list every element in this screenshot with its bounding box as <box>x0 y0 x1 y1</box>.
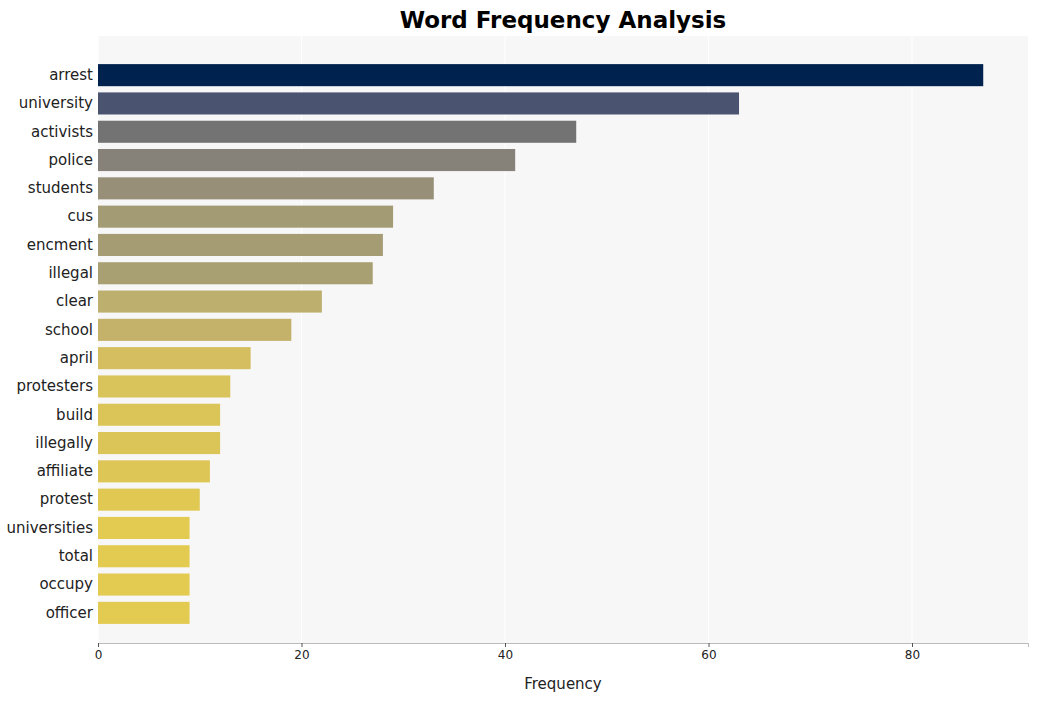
y-tick-label: officer <box>46 604 94 622</box>
bar <box>98 375 230 397</box>
bars <box>98 64 983 624</box>
x-axis-line <box>99 644 1029 648</box>
y-tick-label: illegally <box>35 434 93 452</box>
bar <box>98 545 190 567</box>
y-tick: affiliate <box>37 462 98 480</box>
y-tick: arrest <box>49 66 98 84</box>
x-tick: 80 <box>905 643 920 662</box>
grid-line <box>708 36 709 643</box>
y-tick-label: universities <box>6 519 93 537</box>
x-tick-mark <box>302 643 303 647</box>
x-axis: 0 20 40 60 80 <box>95 643 1029 662</box>
y-tick-label: students <box>28 179 93 197</box>
y-tick: cus <box>67 207 98 225</box>
y-tick-label: clear <box>56 292 94 310</box>
y-tick-label: protesters <box>16 377 93 395</box>
y-tick: officer <box>46 604 98 622</box>
y-tick-label: activists <box>31 123 93 141</box>
y-tick-label: encment <box>27 236 93 254</box>
bar <box>98 460 210 482</box>
y-tick: school <box>45 321 98 339</box>
y-tick-label: illegal <box>48 264 93 282</box>
y-tick-label: cus <box>67 207 93 225</box>
bar <box>98 234 383 256</box>
x-axis-title: Frequency <box>524 675 602 693</box>
y-tick: university <box>19 94 98 112</box>
title: Word Frequency Analysis <box>400 7 727 33</box>
x-tick-mark <box>505 643 506 647</box>
bar <box>98 177 434 199</box>
bar <box>98 432 220 454</box>
x-tick-label: 80 <box>905 648 920 662</box>
x-tick: 20 <box>294 643 309 662</box>
y-tick-label: protest <box>40 490 93 508</box>
y-tick: occupy <box>39 575 98 593</box>
y-tick-label: school <box>45 321 93 339</box>
bar <box>98 291 322 313</box>
y-axis-line <box>98 62 99 628</box>
y-tick: police <box>48 151 98 169</box>
y-tick: build <box>56 406 98 424</box>
x-tick-label: 40 <box>498 648 513 662</box>
bar <box>98 121 576 143</box>
x-tick-mark <box>912 643 913 647</box>
y-tick: protest <box>40 490 98 508</box>
x-tick: 40 <box>498 643 513 662</box>
y-tick: april <box>60 349 98 367</box>
y-tick-label: university <box>19 94 93 112</box>
y-tick-label: build <box>56 406 93 424</box>
y-tick: illegal <box>48 264 98 282</box>
y-tick-label: affiliate <box>37 462 93 480</box>
x-tick: 60 <box>701 643 716 662</box>
y-tick: total <box>59 547 98 565</box>
bar <box>98 517 190 539</box>
x-tick-label: 20 <box>294 648 309 662</box>
bar <box>98 262 373 284</box>
bar <box>98 92 739 114</box>
x-tick-mark <box>709 643 710 647</box>
bar <box>98 347 251 369</box>
x-tick-label: 60 <box>701 648 716 662</box>
bar <box>98 149 515 171</box>
plot-background <box>98 36 1028 643</box>
x-tick: 0 <box>95 643 103 662</box>
x-tick-mark <box>98 643 99 647</box>
y-tick: clear <box>56 292 98 310</box>
bar <box>98 64 983 86</box>
x-tick-label: 0 <box>95 648 103 662</box>
bar <box>98 206 393 228</box>
grid <box>98 36 912 643</box>
bar <box>98 489 200 511</box>
bar <box>98 602 190 624</box>
y-tick: activists <box>31 123 98 141</box>
y-tick-label: arrest <box>49 66 93 84</box>
y-tick: students <box>28 179 98 197</box>
y-tick-label: total <box>59 547 93 565</box>
y-tick: encment <box>27 236 98 254</box>
bar <box>98 404 220 426</box>
y-tick-label: occupy <box>39 575 93 593</box>
y-tick: illegally <box>35 434 98 452</box>
grid-line <box>912 36 913 643</box>
y-axis: arrest university activists police students c… <box>6 62 98 628</box>
y-tick-label: april <box>60 349 93 367</box>
y-tick-label: police <box>48 151 93 169</box>
y-tick: protesters <box>16 377 98 395</box>
chart: 0 20 40 60 80 arrest university activists police… <box>0 0 1038 701</box>
bar <box>98 319 291 341</box>
bar <box>98 574 190 596</box>
y-tick: universities <box>6 519 98 537</box>
